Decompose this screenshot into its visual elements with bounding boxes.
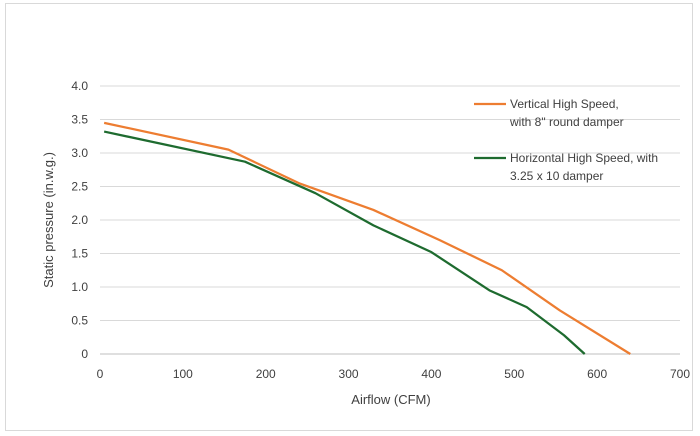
y-tick-label: 0.5: [71, 314, 88, 328]
legend-label-1: with 8" round damper: [509, 115, 624, 129]
y-tick-label: 2.5: [71, 180, 88, 194]
y-tick-labels: 0 0.5 1.0 1.5 2.0 2.5 3.0 3.5 4.0: [71, 79, 88, 361]
x-tick-label: 600: [587, 367, 607, 381]
y-tick-label: 1.0: [71, 280, 88, 294]
legend-label-2: 3.25 x 10 damper: [510, 169, 603, 183]
legend-label-1: Vertical High Speed,: [510, 97, 619, 111]
x-tick-label: 100: [173, 367, 193, 381]
y-tick-label: 3.5: [71, 113, 88, 127]
x-tick-label: 400: [421, 367, 441, 381]
y-tick-label: 3.0: [71, 146, 88, 160]
legend: Vertical High Speed, with 8" round damper…: [474, 97, 658, 183]
series-line-2: [103, 130, 586, 355]
legend-label-2: Horizontal High Speed, with: [510, 151, 658, 165]
x-tick-label: 300: [339, 367, 359, 381]
y-tick-label: 0: [81, 347, 88, 361]
y-tick-label: 2.0: [71, 213, 88, 227]
x-tick-label: 500: [504, 367, 524, 381]
x-tick-labels: 0 100 200 300 400 500 600 700: [97, 367, 691, 381]
x-tick-label: 200: [256, 367, 276, 381]
y-tick-label: 1.5: [71, 247, 88, 261]
y-tick-label: 4.0: [71, 79, 88, 93]
x-tick-label: 700: [670, 367, 690, 381]
x-axis-label: Airflow (CFM): [351, 392, 430, 407]
y-axis-label: Static pressure (in.w.g.): [41, 152, 56, 288]
series-line-1: [103, 121, 631, 355]
series-lines: [103, 121, 631, 355]
x-tick-label: 0: [97, 367, 104, 381]
chart-frame: [5, 3, 693, 431]
